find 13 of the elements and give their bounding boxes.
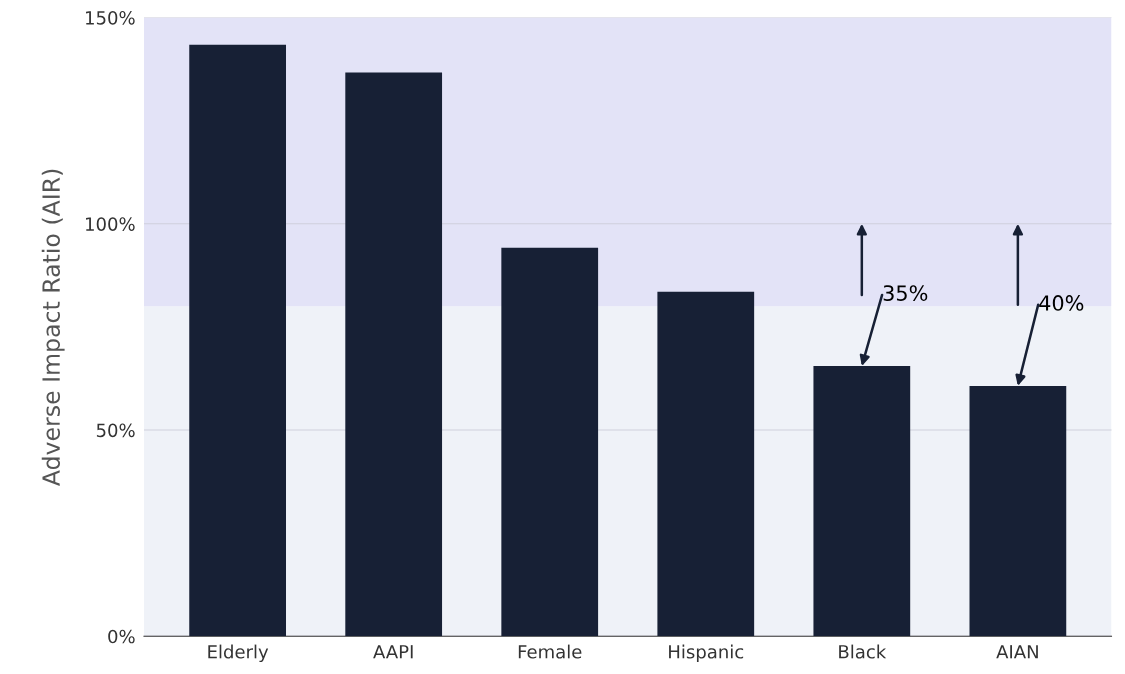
- annotation: 40%: [1039, 295, 1084, 311]
- y-tick-label: 50%: [96, 423, 135, 438]
- x-tick-label: Elderly: [208, 644, 269, 663]
- x-tick-label: Black: [839, 644, 887, 659]
- y-tick-label: 150%: [86, 10, 135, 25]
- x-tick-label: AAPI: [373, 645, 413, 659]
- x-tick-label: AIAN: [996, 645, 1038, 659]
- y-tick-label: 0%: [108, 629, 135, 644]
- y-tick-label: 100%: [86, 217, 135, 231]
- annotation: 35%: [883, 285, 928, 301]
- y-axis-title: Adverse Impact Ratio (AIR): [41, 169, 65, 486]
- x-tick-label: Female: [518, 644, 582, 659]
- x-tick-label: Hispanic: [669, 644, 744, 663]
